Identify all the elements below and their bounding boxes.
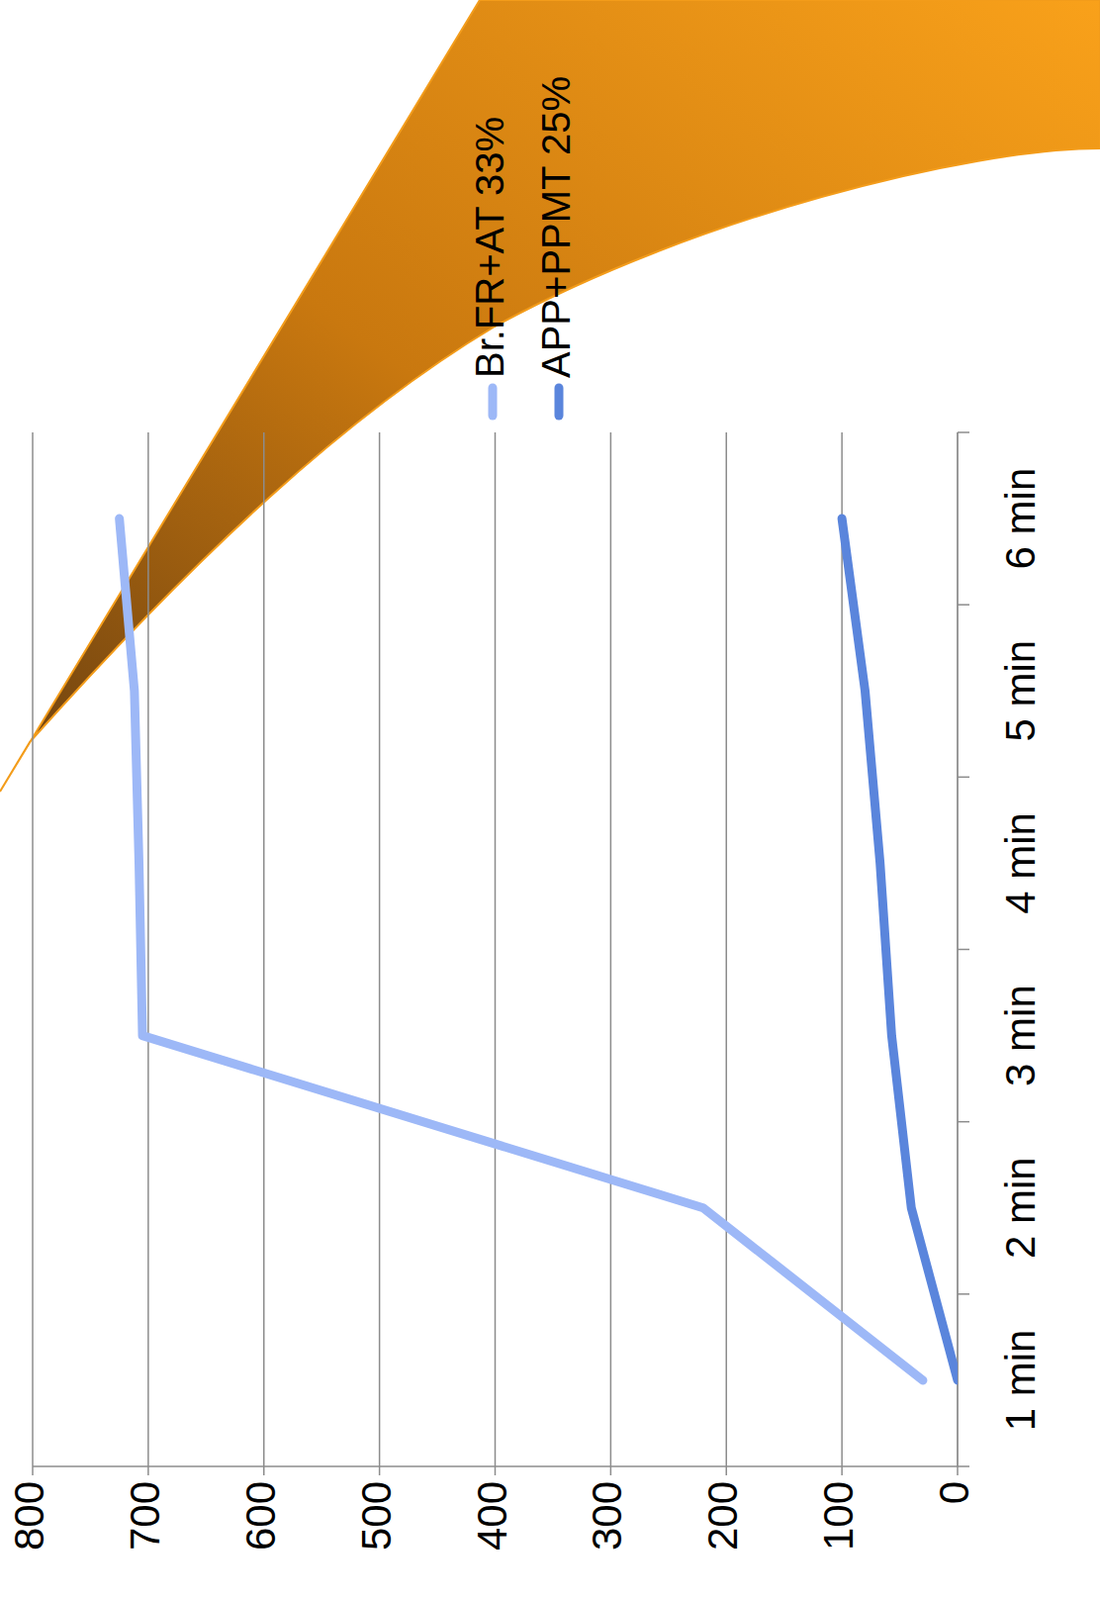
legend-label: APP+PPMT 25%	[534, 76, 578, 378]
series-group	[119, 518, 958, 1380]
legend-marker	[488, 387, 498, 416]
tick-mark	[263, 1466, 266, 1475]
grid-line	[494, 432, 497, 1467]
y-tick-label: 0	[930, 1480, 978, 1504]
grid-line	[263, 432, 266, 1467]
y-tick-label: 400	[468, 1480, 516, 1551]
y-tick-label: 500	[353, 1480, 400, 1551]
grid-line	[378, 432, 381, 1467]
x-tick-label: 1 min	[997, 1329, 1044, 1432]
grid-line	[147, 432, 150, 1467]
x-tick-mark	[957, 603, 970, 606]
series-line	[841, 518, 958, 1380]
y-tick-label: 100	[815, 1480, 862, 1551]
x-tick-label: 5 min	[997, 640, 1044, 742]
tick-mark	[378, 1466, 381, 1475]
y-tick-label: 700	[121, 1480, 169, 1551]
tick-mark	[610, 1466, 613, 1475]
x-tick-label: 2 min	[997, 1156, 1044, 1259]
x-tick-mark	[957, 776, 970, 779]
plot-frame: 0 100 200 300 400 500 600 700 800 1 min 2 min 3 min…	[5, 76, 1044, 1551]
x-tick-label: 4 min	[997, 812, 1044, 915]
grid-line	[610, 432, 613, 1467]
tick-mark	[956, 1466, 959, 1475]
tick-mark	[840, 1466, 843, 1475]
tick-mark	[31, 1466, 34, 1475]
y-tick-label: 300	[583, 1480, 631, 1551]
series-line	[119, 518, 923, 1380]
tick-mark	[147, 1466, 150, 1475]
decoration	[0, 0, 1100, 792]
x-tick-mark	[957, 431, 970, 434]
x-tick-label: 3 min	[997, 984, 1044, 1087]
grid-line	[31, 432, 34, 1467]
legend-label: Br.FR+AT 33%	[467, 116, 512, 378]
x-tick-mark	[957, 948, 970, 951]
y-tick-label: 600	[237, 1480, 284, 1551]
y-tick-label: 200	[699, 1480, 746, 1551]
x-tick-mark	[957, 1292, 970, 1295]
x-tick-mark	[957, 1120, 970, 1123]
y-axis-line	[32, 1465, 958, 1467]
x-tick-mark	[957, 1465, 970, 1467]
tick-mark	[726, 1466, 729, 1475]
tick-mark	[494, 1466, 497, 1475]
grid-line	[726, 432, 729, 1467]
chart: 0 100 200 300 400 500 600 700 800 1 min 2 min 3 min…	[0, 0, 1100, 1600]
x-tick-label: 6 min	[997, 467, 1044, 570]
legend-marker	[554, 387, 564, 416]
y-tick-label: 800	[5, 1480, 53, 1551]
